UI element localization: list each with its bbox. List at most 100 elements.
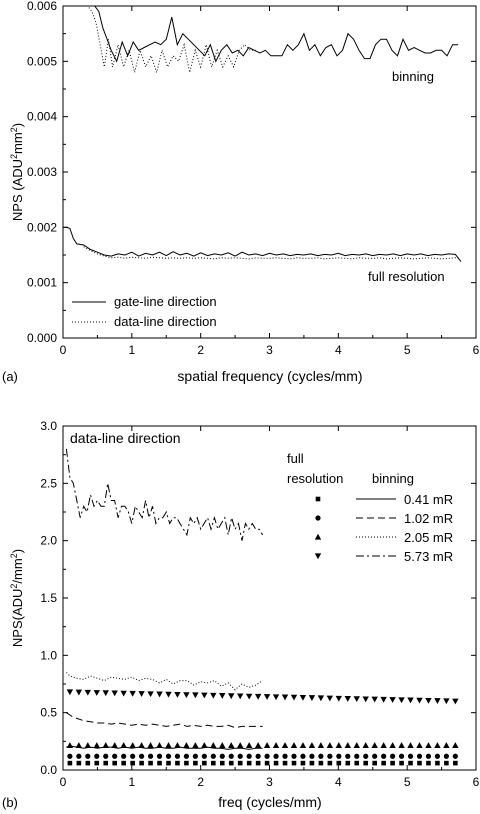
panel-b-marker-circle <box>407 753 414 759</box>
panel-b-marker-triangle-up <box>75 742 83 748</box>
panel-a-x-tick-label: 4 <box>335 343 342 357</box>
panel-b-marker-triangle-up <box>219 742 226 748</box>
panel-b-marker-triangle-down <box>228 693 235 700</box>
panel-b-marker-triangle-up <box>443 742 450 748</box>
panel-b-marker-square <box>327 760 333 766</box>
panel-b-marker-triangle-down <box>425 697 432 704</box>
panel-b-marker-triangle-down <box>326 695 334 702</box>
panel-b-marker-triangle-down <box>335 695 343 702</box>
panel-b-marker-triangle-up <box>84 742 92 748</box>
panel-b-marker-triangle-down <box>138 691 145 697</box>
panel-b-marker-circle <box>443 753 449 759</box>
panel-b-y-tick-label: 0.0 <box>40 763 57 777</box>
panel-b-marker-triangle-down <box>147 691 154 698</box>
panel-b-y-axis-label: NPS(ADU2/mm2) <box>9 549 25 647</box>
panel-a-x-tick-label: 3 <box>266 343 273 357</box>
panel-b-marker-triangle-down <box>398 697 405 704</box>
panel-b-marker-square <box>372 760 377 766</box>
panel-b-legend: full resolution binning 0.41 mR 1.02 mR 2.… <box>287 451 453 564</box>
panel-b-marker-triangle-up <box>120 742 127 748</box>
panel-a-label: (a) <box>2 369 18 384</box>
panel-b-marker-circle <box>273 753 279 759</box>
panel-b-marker-circle <box>246 753 252 759</box>
panel-b-x-axis-label: freq (cycles/mm) <box>218 794 321 810</box>
panel-b-x-tick-label: 6 <box>473 775 480 789</box>
panel-b-x-tick-label: 1 <box>128 775 135 789</box>
panel-b-marker-circle <box>363 753 369 759</box>
panel-b-marker-square <box>309 760 315 766</box>
panel-a-annotation-binning: binning <box>392 69 434 84</box>
panel-b-marker-square <box>148 760 153 766</box>
panel-b-legend-label-2: 1.02 mR <box>404 511 453 526</box>
panel-b-marker-triangle-down <box>353 696 360 703</box>
panel-b-marker-circle <box>228 753 234 759</box>
panel-b-marker-triangle-up <box>434 742 441 748</box>
panel-a-y-tick-label: 0.002 <box>27 220 57 234</box>
panel-b-marker-triangle-up <box>129 742 136 748</box>
panel-b-marker-square <box>435 760 440 766</box>
panel-b-marker-square <box>246 760 252 766</box>
panel-b-marker-circle <box>138 753 145 759</box>
panel-b-marker-circle <box>327 753 333 759</box>
panel-b-annotation: data-line direction <box>70 430 181 446</box>
panel-b-marker-square <box>399 760 404 766</box>
panel-b-marker-circle <box>156 753 163 759</box>
panel-b-marker-triangle-up <box>272 742 280 748</box>
panel-b-legend-rows: 0.41 mR 1.02 mR 2.05 mR 5.73 mR <box>314 492 453 564</box>
panel-b-marker-circle <box>112 753 118 759</box>
panel-b-marker-triangle-up <box>326 742 334 748</box>
panel-b-marker-square <box>166 760 171 766</box>
panel-b-marker-triangle-down <box>129 690 136 697</box>
panel-b-marker-square <box>94 760 100 766</box>
panel-b-marker-triangle-up <box>147 742 154 748</box>
panel-b-marker-circle <box>300 753 306 759</box>
panel-b-marker-triangle-down <box>362 696 369 703</box>
panel-a-y-tick-label: 0.005 <box>27 54 57 68</box>
panel-b-marker-triangle-up <box>156 742 163 748</box>
panel-b-line-2-05-mR <box>66 672 263 691</box>
panel-b-marker-triangle-up <box>425 742 432 748</box>
panel-b-x-tick-label: 5 <box>404 775 411 789</box>
panel-b-marker-square <box>211 760 216 766</box>
panel-b-y-tick-label: 0.5 <box>40 706 57 720</box>
panel-b-marker-triangle-up <box>380 742 387 748</box>
panel-b-marker-circle <box>452 753 458 759</box>
panel-b-marker-square <box>390 760 395 766</box>
panel-b-marker-triangle-up <box>183 742 190 748</box>
panel-a-legend-label-data: data-line direction <box>114 314 217 329</box>
panel-a-legend: gate-line direction data-line direction <box>72 294 217 329</box>
panel-b-marker-triangle-up <box>66 742 74 748</box>
panel-b-marker-triangle-down <box>299 694 307 701</box>
panel-b-marker-square <box>85 760 91 766</box>
panel-a-y-tick-label: 0.004 <box>27 110 57 124</box>
panel-b-y-ticks: 0.0 0.5 1.0 1.5 2.0 2.5 3.0 <box>40 419 476 777</box>
panel-b-label: (b) <box>2 795 18 810</box>
panel-b-marker-circle <box>291 753 297 759</box>
panel-b-line-1-02-mR <box>66 712 263 729</box>
panel-b-marker-square <box>255 760 261 766</box>
panel-b-y-tick-label: 2.0 <box>40 534 57 548</box>
panel-b-legend-label-4: 5.73 mR <box>404 549 453 564</box>
panel-b-marker-square <box>444 760 449 766</box>
panel-b-line-series <box>65 448 264 750</box>
panel-b-marker-square <box>363 760 369 766</box>
panel-b-marker-triangle-down <box>201 692 208 699</box>
panel-a-y-axis-label: NPS (ADU2mm2) <box>9 123 25 221</box>
panel-b-plot-frame <box>62 425 477 771</box>
panel-b-marker-circle <box>318 753 324 759</box>
panel-b-marker-square <box>121 760 126 766</box>
panel-a-y-tick-label: 0.000 <box>27 331 57 345</box>
panel-b-marker-triangle-up <box>281 742 289 748</box>
panel-b-marker-triangle-down <box>219 693 226 699</box>
panel-b-marker-triangle-up <box>228 742 235 748</box>
panel-b-marker-triangle-up <box>452 742 459 748</box>
panel-a-y-tick-label: 0.006 <box>27 0 57 13</box>
panel-b-marker-triangle-up <box>93 742 100 748</box>
panel-b-marker-circle <box>183 753 190 759</box>
panel-b: 0 1 2 3 4 5 6 0.0 0.5 1.0 1.5 2.0 2.5 3.0 data-line … <box>2 419 480 810</box>
panel-b-marker-circle <box>372 753 378 759</box>
panel-b-marker-circle <box>165 753 172 759</box>
panel-b-marker-square <box>202 760 207 766</box>
